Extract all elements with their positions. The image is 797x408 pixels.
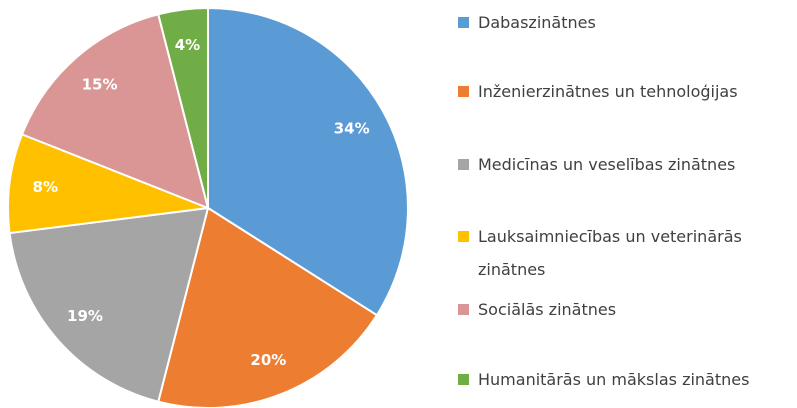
legend-label: Inženierzinātnes un tehnoloģijas: [478, 82, 738, 101]
legend-item: Humanitārās un mākslas zinātnes: [458, 363, 793, 396]
legend-swatch: [458, 304, 469, 315]
pie-slice: [20, 13, 210, 210]
legend-item: Lauksaimniecības un veterinārās zinātnes: [458, 220, 793, 286]
pie-slice: [157, 206, 379, 408]
legend-label: Lauksaimniecības un veterinārās zinātnes: [478, 227, 742, 279]
data-label: 4%: [175, 36, 200, 54]
data-label: 34%: [334, 119, 370, 137]
data-label: 15%: [82, 75, 118, 93]
legend-swatch: [458, 231, 469, 242]
legend-swatch: [458, 17, 469, 28]
pie-slice: [207, 6, 409, 317]
data-label: 20%: [250, 351, 286, 369]
legend-swatch: [458, 159, 469, 170]
legend-swatch: [458, 86, 469, 97]
pie-slice: [7, 133, 209, 235]
pie-slice: [8, 206, 210, 403]
legend-label: Humanitārās un mākslas zinātnes: [478, 370, 750, 389]
legend-item: Medicīnas un veselības zinātnes: [458, 148, 793, 181]
legend-item: Inženierzinātnes un tehnoloģijas: [458, 75, 793, 108]
legend-item: Sociālās zinātnes: [458, 293, 793, 326]
legend-swatch: [458, 374, 469, 385]
data-label: 8%: [33, 178, 58, 196]
legend-label: Dabaszinātnes: [478, 13, 596, 32]
legend-item: Dabaszinātnes: [458, 6, 793, 39]
pie-slice: [157, 6, 209, 209]
legend-label: Sociālās zinātnes: [478, 300, 617, 319]
legend-label: Medicīnas un veselības zinātnes: [478, 155, 736, 174]
data-label: 19%: [67, 307, 103, 325]
pie: 34% 20% 19% 8% 15% 4%: [7, 6, 409, 408]
